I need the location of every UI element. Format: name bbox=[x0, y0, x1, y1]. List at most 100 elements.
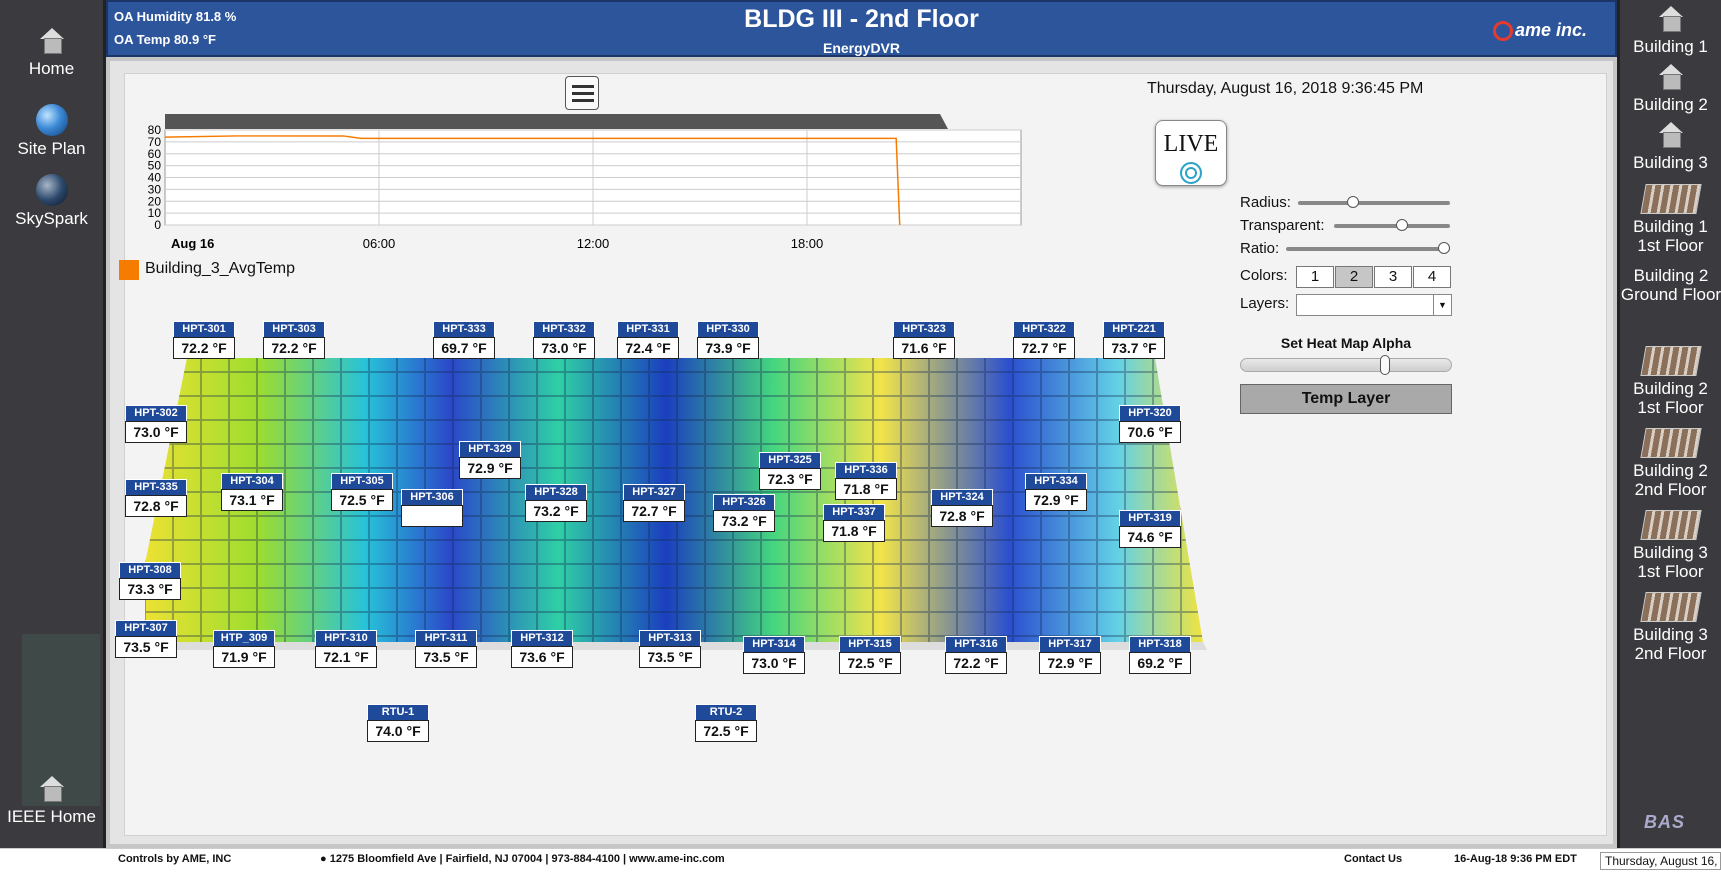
sensor-hpt-327[interactable]: HPT-327 72.7 °F bbox=[623, 484, 685, 522]
sensor-tag: HPT-312 bbox=[511, 630, 573, 646]
sensor-hpt-316[interactable]: HPT-316 72.2 °F bbox=[945, 636, 1007, 674]
temp-layer-button[interactable]: Temp Layer bbox=[1240, 384, 1452, 414]
sensor-hpt-305[interactable]: HPT-305 72.5 °F bbox=[331, 473, 393, 511]
sensor-hpt-331[interactable]: HPT-331 72.4 °F bbox=[617, 321, 679, 359]
menu-button[interactable] bbox=[565, 76, 599, 110]
sensor-hpt-318[interactable]: HPT-318 69.2 °F bbox=[1129, 636, 1191, 674]
footer-address[interactable]: ● 1275 Bloomfield Ave | Fairfield, NJ 07… bbox=[320, 853, 725, 865]
sensor-hpt-314[interactable]: HPT-314 73.0 °F bbox=[743, 636, 805, 674]
oa-temp: OA Temp 80.9 °F bbox=[114, 32, 217, 47]
nav-building-3-2nd-floor[interactable]: Building 3 2nd Floor bbox=[1620, 592, 1721, 663]
nav-site-plan[interactable]: Site Plan bbox=[0, 104, 103, 158]
sensor-hpt-326[interactable]: HPT-326 73.2 °F bbox=[713, 494, 775, 532]
nav-building-1[interactable]: Building 1 bbox=[1620, 6, 1721, 56]
sensor-hpt-307[interactable]: HPT-307 73.5 °F bbox=[115, 620, 177, 658]
sensor-htp_309[interactable]: HTP_309 71.9 °F bbox=[213, 630, 275, 668]
sensor-hpt-221[interactable]: HPT-221 73.7 °F bbox=[1103, 321, 1165, 359]
color-button-3[interactable]: 3 bbox=[1374, 266, 1412, 288]
sensor-hpt-337[interactable]: HPT-337 71.8 °F bbox=[823, 504, 885, 542]
nav-home[interactable]: Home bbox=[0, 28, 103, 78]
sensor-value: 72.8 °F bbox=[931, 505, 993, 527]
sensor-value: 73.0 °F bbox=[743, 652, 805, 674]
nav-building-2-label: Building 2 bbox=[1633, 95, 1708, 114]
color-button-4[interactable]: 4 bbox=[1413, 266, 1451, 288]
sensor-hpt-323[interactable]: HPT-323 71.6 °F bbox=[893, 321, 955, 359]
sensor-hpt-329[interactable]: HPT-329 72.9 °F bbox=[459, 441, 521, 479]
live-label: LIVE bbox=[1163, 131, 1219, 157]
time-range-bar[interactable] bbox=[165, 114, 948, 129]
sensor-value: 73.0 °F bbox=[533, 337, 595, 359]
nav-building-1-1st-floor[interactable]: Building 1 1st Floor bbox=[1620, 184, 1721, 255]
sensor-rtu-2[interactable]: RTU-2 72.5 °F bbox=[695, 704, 757, 742]
nav-skyspark[interactable]: SkySpark bbox=[0, 174, 103, 228]
layers-select[interactable]: ▼ bbox=[1296, 294, 1452, 316]
sensor-hpt-301[interactable]: HPT-301 72.2 °F bbox=[173, 321, 235, 359]
nav-building-2[interactable]: Building 2 bbox=[1620, 64, 1721, 114]
ratio-slider-knob[interactable] bbox=[1438, 242, 1450, 254]
main-area: Thursday, August 16, 2018 9:36:45 PM LIV… bbox=[106, 57, 1617, 848]
footer-contact-link[interactable]: Contact Us bbox=[1344, 853, 1403, 865]
sensor-value: 71.8 °F bbox=[835, 478, 897, 500]
sensor-tag: HTP_309 bbox=[213, 630, 275, 646]
nav-building-2-2nd-floor[interactable]: Building 2 2nd Floor bbox=[1620, 428, 1721, 499]
sensor-tag: HPT-324 bbox=[931, 489, 993, 505]
sensor-hpt-317[interactable]: HPT-317 72.9 °F bbox=[1039, 636, 1101, 674]
sensor-hpt-312[interactable]: HPT-312 73.6 °F bbox=[511, 630, 573, 668]
transparent-label: Transparent: bbox=[1240, 217, 1325, 234]
nav-ieee-home[interactable]: IEEE Home bbox=[0, 776, 103, 826]
sensor-hpt-330[interactable]: HPT-330 73.9 °F bbox=[697, 321, 759, 359]
color-button-1[interactable]: 1 bbox=[1296, 266, 1334, 288]
sensor-tag: HPT-307 bbox=[115, 620, 177, 636]
sensor-hpt-333[interactable]: HPT-333 69.7 °F bbox=[433, 321, 495, 359]
sensor-hpt-322[interactable]: HPT-322 72.7 °F bbox=[1013, 321, 1075, 359]
alpha-slider[interactable] bbox=[1240, 355, 1452, 375]
footer-timestamp: 16-Aug-18 9:36 PM EDT bbox=[1454, 853, 1577, 865]
color-button-2[interactable]: 2 bbox=[1335, 266, 1373, 288]
radius-slider[interactable] bbox=[1298, 196, 1450, 208]
transparent-slider[interactable] bbox=[1334, 219, 1450, 231]
sensor-hpt-332[interactable]: HPT-332 73.0 °F bbox=[533, 321, 595, 359]
floor-plan-icon bbox=[1639, 428, 1702, 458]
sensor-hpt-328[interactable]: HPT-328 73.2 °F bbox=[525, 484, 587, 522]
sensor-tag: HPT-335 bbox=[125, 479, 187, 495]
ame-logo[interactable]: ame inc. bbox=[1493, 20, 1605, 42]
sensor-value: 72.2 °F bbox=[173, 337, 235, 359]
floor-heatmap[interactable] bbox=[145, 324, 1235, 784]
sensor-hpt-315[interactable]: HPT-315 72.5 °F bbox=[839, 636, 901, 674]
sensor-hpt-313[interactable]: HPT-313 73.5 °F bbox=[639, 630, 701, 668]
nav-building-3[interactable]: Building 3 bbox=[1620, 122, 1721, 172]
sensor-hpt-311[interactable]: HPT-311 73.5 °F bbox=[415, 630, 477, 668]
sensor-tag: HPT-304 bbox=[221, 473, 283, 489]
transparent-slider-knob[interactable] bbox=[1396, 219, 1409, 231]
chart-grid bbox=[165, 129, 1021, 226]
sensor-hpt-336[interactable]: HPT-336 71.8 °F bbox=[835, 462, 897, 500]
nav-building-2-ground-floor[interactable]: Building 2 Ground Floor bbox=[1616, 266, 1721, 304]
sensor-hpt-302[interactable]: HPT-302 73.0 °F bbox=[125, 405, 187, 443]
alpha-slider-knob[interactable] bbox=[1379, 355, 1390, 375]
y-tick-label: 20 bbox=[148, 194, 162, 208]
sensor-hpt-319[interactable]: HPT-319 74.6 °F bbox=[1119, 510, 1181, 548]
sensor-hpt-334[interactable]: HPT-334 72.9 °F bbox=[1025, 473, 1087, 511]
oa-humidity: OA Humidity 81.8 % bbox=[114, 9, 237, 24]
sensor-hpt-324[interactable]: HPT-324 72.8 °F bbox=[931, 489, 993, 527]
sensor-value: 74.0 °F bbox=[367, 720, 429, 742]
sensor-hpt-308[interactable]: HPT-308 73.3 °F bbox=[119, 562, 181, 600]
sensor-value: 73.2 °F bbox=[713, 510, 775, 532]
nav-building-3-1st-floor[interactable]: Building 3 1st Floor bbox=[1620, 510, 1721, 581]
x-axis-ticks: Aug 16 06:00 12:00 18:00 bbox=[171, 236, 823, 251]
sensor-hpt-303[interactable]: HPT-303 72.2 °F bbox=[263, 321, 325, 359]
nav-building-2-1st-floor[interactable]: Building 2 1st Floor bbox=[1620, 346, 1721, 417]
sensor-tag: HPT-313 bbox=[639, 630, 701, 646]
sensor-hpt-320[interactable]: HPT-320 70.6 °F bbox=[1119, 405, 1181, 443]
sensor-hpt-304[interactable]: HPT-304 73.1 °F bbox=[221, 473, 283, 511]
sensor-hpt-325[interactable]: HPT-325 72.3 °F bbox=[759, 452, 821, 490]
radius-slider-knob[interactable] bbox=[1347, 196, 1359, 208]
live-button[interactable]: LIVE bbox=[1155, 120, 1227, 186]
sensor-hpt-310[interactable]: HPT-310 72.1 °F bbox=[315, 630, 377, 668]
sensor-hpt-306[interactable]: HPT-306 bbox=[401, 489, 463, 527]
sensor-rtu-1[interactable]: RTU-1 74.0 °F bbox=[367, 704, 429, 742]
logo-ring-icon bbox=[1493, 21, 1513, 42]
sensor-hpt-335[interactable]: HPT-335 72.8 °F bbox=[125, 479, 187, 517]
ratio-slider[interactable] bbox=[1286, 242, 1450, 254]
